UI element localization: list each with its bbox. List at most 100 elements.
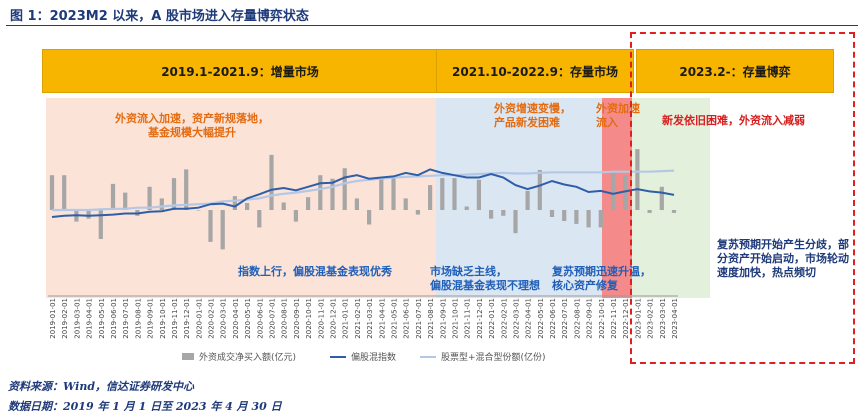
x-tick-label: 2019-08-01 [134,298,142,339]
x-tick-label: 2020-01-01 [195,298,203,339]
x-tick-label: 2023-02-01 [647,298,655,339]
x-tick-label: 2021-01-01 [342,298,350,339]
x-tick-label: 2019-12-01 [183,298,191,339]
bar-2020-05-01 [245,203,250,210]
x-tick-label: 2020-07-01 [269,298,277,339]
equity-index-line [51,168,675,218]
x-tick-label: 2019-02-01 [61,298,69,339]
legend-line2-swatch [420,355,436,358]
bar-2021-06-01 [403,198,408,210]
bar-2022-12-01 [623,175,628,210]
x-tick-label: 2022-04-01 [525,298,533,339]
x-tick-label: 2022-08-01 [573,298,581,339]
zone-stock [436,98,602,298]
bar-2019-02-01 [62,175,67,210]
banner-incremental: 2019.1-2021.9：增量市场 [42,49,438,93]
bar-2019-06-01 [110,183,116,210]
highlight-box [630,32,855,364]
bar-2020-09-01 [293,210,298,222]
annotation-index-up: 指数上行，偏股混基金表现优秀 [238,265,392,278]
bar-2019-05-01 [98,210,103,239]
x-tick-label: 2020-11-01 [317,298,325,339]
bar-2020-01-01 [196,210,201,211]
bar-series [49,149,677,250]
x-tick-label: 2019-10-01 [159,298,167,339]
bar-2020-02-01 [208,210,213,242]
x-tick-label: 2021-04-01 [378,298,386,339]
page-title: 图 1：2023M2 以来，A 股市场进入存量博弈状态 [10,9,309,24]
bar-2021-02-01 [354,198,359,210]
annotation-no-mainline: 市场缺乏主线， 偏股混基金表现不理想 [430,265,540,292]
legend-line2: 股票型+混合型份额(亿份) [420,350,546,363]
bar-2022-10-01 [598,210,603,228]
bar-2020-04-01 [232,196,237,210]
legend-line1-label: 偏股混指数 [351,353,397,363]
x-tick-label: 2021-12-01 [476,298,484,339]
bar-2021-05-01 [391,178,396,210]
x-tick-label: 2019-09-01 [147,298,155,339]
x-tick-label: 2020-06-01 [256,298,264,339]
bar-2019-12-01 [184,169,189,210]
bar-2022-05-01 [537,170,542,210]
legend-bar-swatch [182,353,194,360]
x-tick-label: 2021-09-01 [439,298,447,339]
x-tick-label: 2020-02-01 [208,298,216,339]
legend-bar: 外资成交净买入额(亿元) [182,350,296,363]
bar-2020-06-01 [257,210,262,228]
x-tick-label: 2020-04-01 [232,298,240,339]
x-tick-label: 2020-05-01 [244,298,252,339]
bar-2020-08-01 [281,202,286,210]
bar-2022-11-01 [610,172,616,210]
bar-2020-03-01 [220,210,225,250]
x-tick-label: 2019-06-01 [110,298,118,339]
bar-2021-03-01 [367,210,372,225]
x-tick-label: 2023-03-01 [659,298,667,339]
bar-2020-07-01 [269,154,274,210]
x-tick-label: 2019-01-01 [49,298,57,339]
bar-2021-08-01 [428,185,433,210]
x-tick-label: 2019-04-01 [86,298,94,339]
x-tick-label: 2023-01-01 [634,298,642,339]
bar-2020-10-01 [306,197,311,210]
x-tick-label: 2020-10-01 [305,298,313,339]
bar-2022-01-01 [489,210,494,219]
x-tick-label: 2021-11-01 [464,298,472,339]
x-tick-label: 2022-11-01 [610,298,618,339]
annotation-foreign-slowdown: 外资增速变慢， 产品新发困难 [494,102,571,129]
x-tick-label: 2021-08-01 [427,298,435,339]
bar-2022-08-01 [574,210,579,224]
x-tick-labels: 2019-01-01 2019-02-01 2019-03-01 2019-04-01… [49,298,679,339]
x-tick-label: 2022-12-01 [622,298,630,339]
x-tick-label: 2019-03-01 [73,298,81,339]
x-tick-label: 2022-06-01 [549,298,557,339]
annotation-divergence: 复苏预期开始产生分歧，部 分资产开始启动，市场轮动 速度加快，热点频切 [717,238,849,279]
title-rule [6,25,858,26]
annotation-recovery: 复苏预期迅速升温， 核心资产修复 [552,265,651,292]
x-tick-label: 2021-02-01 [354,298,362,339]
bar-2021-01-01 [342,168,347,210]
bar-2022-06-01 [549,210,555,217]
legend-line2-label: 股票型+混合型份额(亿份) [441,353,546,363]
fund-share-line [52,169,675,212]
source-note: 资料来源：Wind，信达证券研发中心 [8,380,195,393]
bar-2022-04-01 [525,190,530,210]
x-tick-label: 2022-07-01 [561,298,569,339]
annotation-foreign-accelerate: 外资加速 流入 [596,102,640,129]
date-note: 数据日期：2019 年 1 月 1 日至 2023 年 4 月 30 日 [8,400,282,413]
legend-bar-label: 外资成交净买入额(亿元) [199,353,297,363]
bar-2020-11-01 [318,175,323,210]
x-tick-label: 2020-12-01 [330,298,338,339]
bar-2021-10-01 [452,178,457,210]
x-tick-label: 2020-08-01 [281,298,289,339]
bar-2022-09-01 [586,210,591,228]
x-tick-label: 2020-09-01 [293,298,301,339]
bar-2019-07-01 [123,192,128,210]
x-tick-label: 2023-04-01 [671,298,679,339]
banner-stock: 2021.10-2022.9：存量市场 [436,49,634,93]
x-tick-label: 2020-03-01 [220,298,228,339]
bar-2022-02-01 [501,210,506,216]
bar-2021-07-01 [415,210,420,215]
x-tick-label: 2022-02-01 [500,298,508,339]
zone-stock-game [632,98,710,298]
bar-2021-04-01 [379,178,384,210]
